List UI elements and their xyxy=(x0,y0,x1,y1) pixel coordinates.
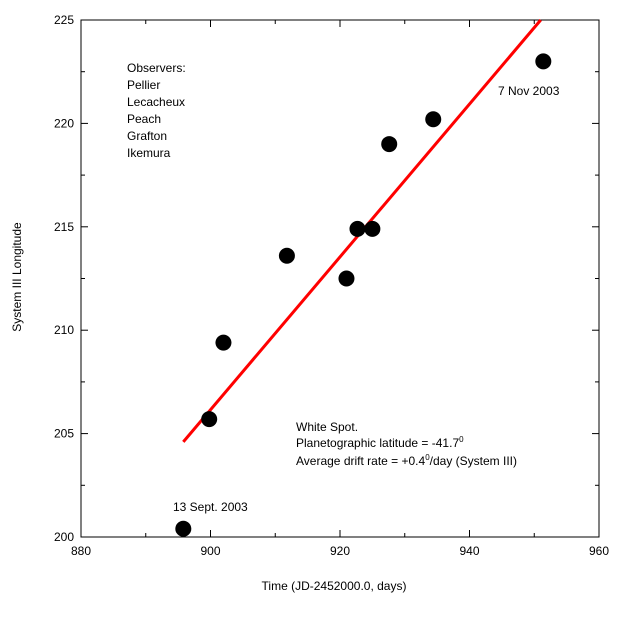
axes: 880 900 920 940 960 200 205 210 215 220 225 xyxy=(54,13,609,558)
observer-name: Peach xyxy=(127,112,161,126)
y-tick-label: 225 xyxy=(54,13,74,27)
data-point xyxy=(201,411,218,428)
data-point xyxy=(215,334,232,351)
y-tick-label: 210 xyxy=(54,323,74,337)
observer-name: Grafton xyxy=(127,129,167,143)
info-title: White Spot. xyxy=(296,420,358,434)
x-tick-label: 960 xyxy=(589,544,609,558)
observer-name: Lecacheux xyxy=(127,95,185,109)
y-tick-label: 220 xyxy=(54,116,74,130)
observer-name: Pellier xyxy=(127,78,160,92)
observers-annotation: Observers: Pellier Lecacheux Peach Graft… xyxy=(127,61,186,160)
x-tick-label: 900 xyxy=(200,544,220,558)
info-drift-sup: 0 xyxy=(425,453,430,462)
x-tick-label: 880 xyxy=(71,544,91,558)
observers-title: Observers: xyxy=(127,61,186,75)
data-point xyxy=(425,111,442,128)
x-tick-label: 920 xyxy=(330,544,350,558)
x-tick-label: 940 xyxy=(459,544,479,558)
y-tick-label: 215 xyxy=(54,220,74,234)
start-date-label: 13 Sept. 2003 xyxy=(173,500,248,514)
data-points xyxy=(175,53,552,537)
info-annotation: White Spot. Planetographic latitude = -4… xyxy=(296,420,517,468)
info-latitude: Planetographic latitude = -41.70 xyxy=(296,435,464,450)
data-point xyxy=(338,270,355,287)
x-axis-title: Time (JD-2452000.0, days) xyxy=(262,579,407,593)
observer-name: Ikemura xyxy=(127,146,171,160)
data-point xyxy=(535,53,552,70)
end-date-label: 7 Nov 2003 xyxy=(498,84,560,98)
y-tick-label: 205 xyxy=(54,427,74,441)
y-axis-title: System III Longitude xyxy=(10,222,24,332)
data-point xyxy=(278,247,295,264)
data-point xyxy=(175,520,192,537)
info-drift-text: Average drift rate = +0.4 xyxy=(296,454,426,468)
info-drift: Average drift rate = +0.40/day (System I… xyxy=(296,453,517,468)
data-point xyxy=(349,220,366,237)
y-tick-label: 200 xyxy=(54,530,74,544)
info-drift-suffix: /day (System III) xyxy=(430,454,517,468)
data-point xyxy=(381,136,398,153)
info-latitude-text: Planetographic latitude = -41.7 xyxy=(296,436,459,450)
data-point xyxy=(364,220,381,237)
info-latitude-sup: 0 xyxy=(459,435,464,444)
